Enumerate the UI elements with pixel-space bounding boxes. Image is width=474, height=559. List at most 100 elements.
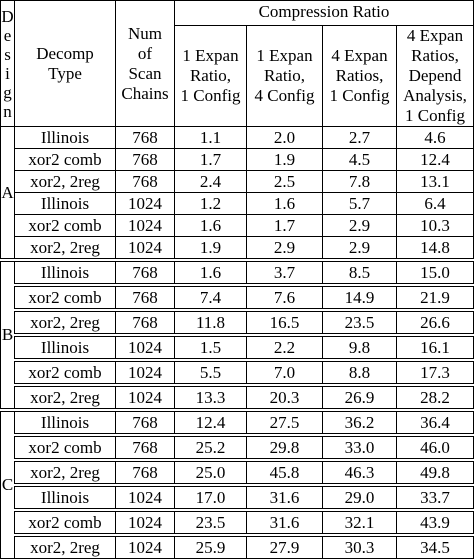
table-row: Illinois 1024 1.2 1.6 5.7 6.4 xyxy=(1,192,474,215)
table-row: xor2 comb 768 25.2 29.8 33.0 46.0 xyxy=(1,433,474,461)
scan-chains-cell: 768 xyxy=(115,283,175,311)
ratio-value-cell: 2.5 xyxy=(246,170,323,193)
ratio-value-cell: 1.6 xyxy=(174,214,247,237)
ratio-value-cell: 25.2 xyxy=(174,433,247,461)
num-scan-chains-header: Num of Scan Chains xyxy=(115,0,175,127)
ratio-value-cell: 7.6 xyxy=(246,283,323,311)
ratio-value-cell: 1.9 xyxy=(174,236,247,261)
ratio-value-cell: 6.4 xyxy=(396,192,474,215)
decomp-type-cell: xor2 comb xyxy=(14,433,116,461)
table-row: xor2, 2reg 768 11.8 16.5 23.5 26.6 xyxy=(1,308,474,336)
table-row: xor2, 2reg 1024 13.3 20.3 26.9 28.2 xyxy=(1,383,474,411)
header-line: 4 Config xyxy=(254,86,315,105)
ratio-value-cell: 1.7 xyxy=(246,214,323,237)
scan-chains-cell: 768 xyxy=(115,308,175,336)
design-header-letter: g xyxy=(3,82,12,102)
decomp-type-cell: Illinois xyxy=(14,126,116,149)
design-cell: C xyxy=(0,408,15,559)
ratio-value-cell: 14.8 xyxy=(396,236,474,261)
scan-chains-cell: 1024 xyxy=(115,333,175,361)
table-row: xor2 comb 768 7.4 7.6 14.9 21.9 xyxy=(1,283,474,311)
design-header-letter: n xyxy=(3,101,12,121)
header-line: Ratio, xyxy=(263,66,306,85)
header-line: 4 Expan xyxy=(331,46,388,65)
ratio-value-cell: 2.7 xyxy=(322,126,397,149)
ratio-value-cell: 27.5 xyxy=(246,408,323,436)
ratio-value-cell: 5.5 xyxy=(174,358,247,386)
decomp-type-cell: xor2, 2reg xyxy=(14,308,116,336)
decomp-type-cell: xor2 comb xyxy=(14,148,116,171)
decomp-type-cell: xor2, 2reg xyxy=(14,533,116,559)
ratio-value-cell: 1.6 xyxy=(174,258,247,286)
header-line: Decomp xyxy=(36,43,94,63)
decomp-type-cell: Illinois xyxy=(14,483,116,511)
ratio-value-cell: 4.5 xyxy=(322,148,397,171)
header-line: Ratios, xyxy=(411,46,459,65)
design-group-c: C Illinois 768 12.4 27.5 36.2 36.4 xor2 comb 768… xyxy=(0,408,474,559)
header-line: Analysis, xyxy=(403,86,467,105)
design-header: D e s i g n xyxy=(0,0,15,127)
ratio-value-cell: 33.7 xyxy=(396,483,474,511)
ratio-value-cell: 36.2 xyxy=(322,408,397,436)
decomp-type-cell: xor2, 2reg xyxy=(14,170,116,193)
ratio-value-cell: 27.9 xyxy=(246,533,323,559)
ratio-value-cell: 21.9 xyxy=(396,283,474,311)
ratio-value-cell: 8.5 xyxy=(322,258,397,286)
table-row: xor2 comb 768 1.7 1.9 4.5 12.4 xyxy=(1,148,474,171)
header-row-2: 1 Expan Ratio, 1 Config 1 Expan Ratio, 4… xyxy=(1,25,474,127)
design-cell: B xyxy=(0,258,15,411)
ratio-value-cell: 12.4 xyxy=(174,408,247,436)
table-row: xor2, 2reg 1024 25.9 27.9 30.3 34.5 xyxy=(1,533,474,559)
ratio-value-cell: 36.4 xyxy=(396,408,474,436)
ratio-value-cell: 1.6 xyxy=(246,192,323,215)
ratio-value-cell: 45.8 xyxy=(246,458,323,486)
header-line: Scan xyxy=(128,63,162,83)
header-line: 1 Expan xyxy=(256,46,313,65)
design-cell: A xyxy=(0,126,15,261)
ratio-value-cell: 1.2 xyxy=(174,192,247,215)
header-line: Ratios, xyxy=(335,66,384,85)
table-row: C Illinois 768 12.4 27.5 36.2 36.4 xyxy=(0,408,474,559)
decomp-type-cell: xor2 comb xyxy=(14,214,116,237)
header-line: Type xyxy=(48,63,82,83)
ratio-value-cell: 3.7 xyxy=(246,258,323,286)
ratio-value-cell: 34.5 xyxy=(396,533,474,559)
ratio-value-cell: 9.8 xyxy=(322,333,397,361)
scan-chains-cell: 1024 xyxy=(115,192,175,215)
ratio-value-cell: 1.9 xyxy=(246,148,323,171)
scan-chains-cell: 1024 xyxy=(115,214,175,237)
ratio-value-cell: 2.2 xyxy=(246,333,323,361)
ratio-value-cell: 49.8 xyxy=(396,458,474,486)
table-row: xor2, 2reg 768 25.0 45.8 46.3 49.8 xyxy=(1,458,474,486)
header-line: Num xyxy=(128,23,162,43)
design-header-letter: s xyxy=(4,44,11,64)
header-line: 1 Expan xyxy=(182,46,239,65)
header-line: Chains xyxy=(121,83,169,103)
ratio-value-cell: 1.1 xyxy=(174,126,247,149)
scan-chains-cell: 1024 xyxy=(115,383,175,411)
ratio-value-cell: 15.0 xyxy=(396,258,474,286)
scan-chains-cell: 768 xyxy=(115,458,175,486)
decomp-type-cell: xor2, 2reg xyxy=(14,236,116,261)
scan-chains-cell: 768 xyxy=(115,408,175,436)
ratio-value-cell: 23.5 xyxy=(174,508,247,536)
ratio-value-cell: 13.3 xyxy=(174,383,247,411)
header-line: 1 Config xyxy=(180,86,241,105)
ratio-value-cell: 17.3 xyxy=(396,358,474,386)
ratio-value-cell: 10.3 xyxy=(396,214,474,237)
ratio-value-cell: 43.9 xyxy=(396,508,474,536)
table-row: A Illinois 768 1.1 2.0 2.7 4.6 xyxy=(0,126,474,261)
header-row-1: D e s i g n Decomp Type Num of Scan Chai… xyxy=(0,0,474,127)
ratio-value-cell: 14.9 xyxy=(322,283,397,311)
design-header-letter: D xyxy=(1,6,14,26)
ratio-value-cell: 46.0 xyxy=(396,433,474,461)
ratio-value-cell: 25.9 xyxy=(174,533,247,559)
ratio-col-header-3: 4 Expan Ratios, 1 Config xyxy=(322,25,397,127)
ratio-value-cell: 33.0 xyxy=(322,433,397,461)
scan-chains-cell: 1024 xyxy=(115,533,175,559)
decomp-type-header: Decomp Type xyxy=(14,0,116,127)
compression-ratio-header: Compression Ratio xyxy=(174,0,474,26)
ratio-value-cell: 1.7 xyxy=(174,148,247,171)
decomp-type-cell: Illinois xyxy=(14,192,116,215)
